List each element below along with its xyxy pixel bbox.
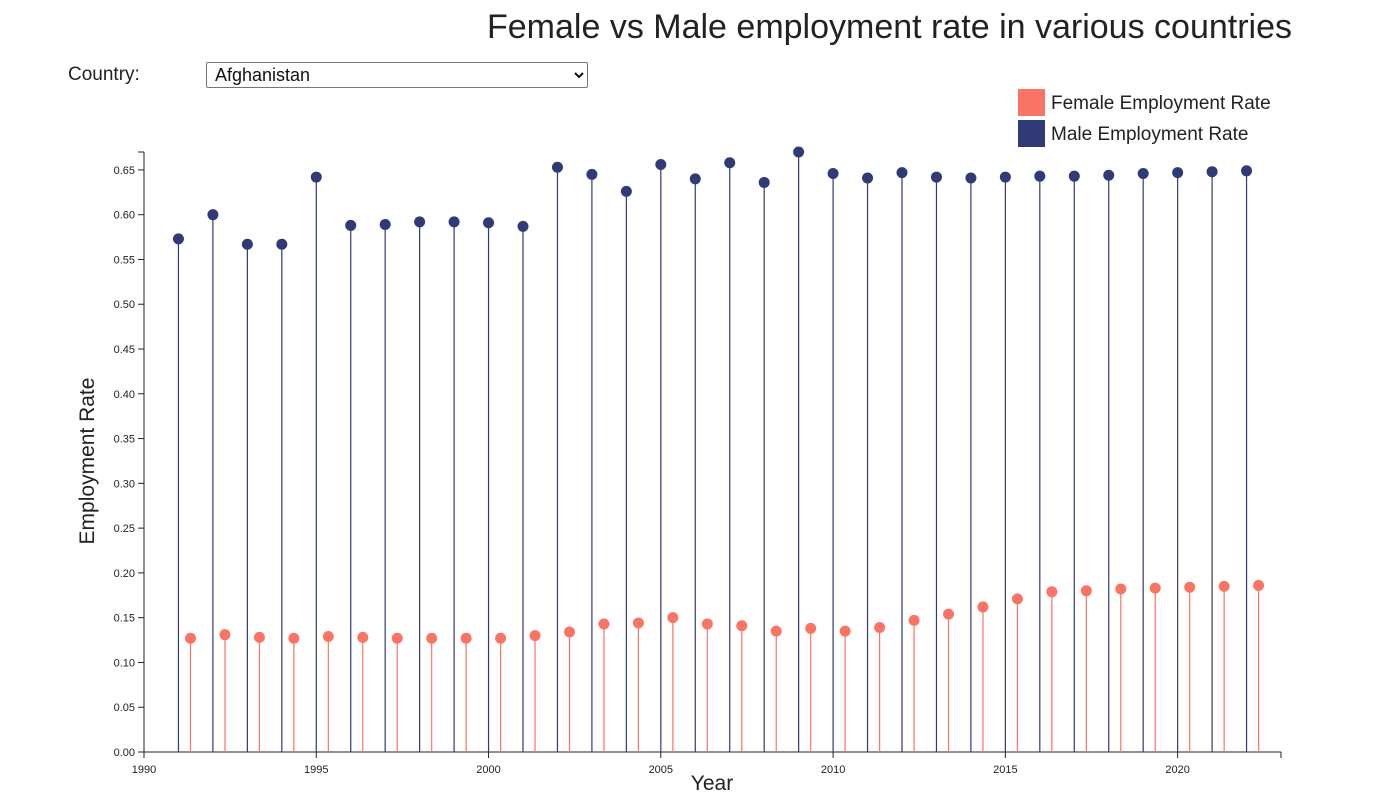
male-point: [310, 171, 322, 183]
male-point: [172, 233, 184, 245]
male-point: [586, 168, 598, 180]
x-tick-label: 2010: [821, 764, 845, 776]
male-point: [999, 171, 1011, 183]
male-point: [1172, 167, 1184, 179]
y-tick-label: 0.05: [114, 702, 135, 714]
female-point: [1253, 579, 1265, 591]
y-tick-label: 0.60: [114, 210, 135, 222]
male-point: [241, 238, 253, 250]
male-point: [655, 159, 667, 171]
male-legend-label: Male Employment Rate: [1051, 124, 1248, 145]
female-point: [1218, 580, 1230, 592]
female-point: [805, 622, 817, 634]
page-title: Female vs Male employment rate in variou…: [487, 8, 1292, 46]
female-point: [357, 631, 369, 643]
y-tick-label: 0.50: [114, 299, 135, 311]
female-point: [1011, 593, 1023, 605]
female-point: [564, 626, 576, 638]
y-tick-label: 0.40: [114, 389, 135, 401]
y-tick-label: 0.15: [114, 613, 135, 625]
female-point: [943, 608, 955, 620]
female-point: [736, 620, 748, 632]
female-point: [288, 632, 300, 644]
male-point: [1206, 166, 1218, 178]
male-point: [414, 216, 426, 228]
x-tick-label: 1995: [304, 764, 328, 776]
male-point: [551, 161, 563, 173]
female-point: [529, 630, 541, 642]
male-point: [517, 220, 529, 232]
female-point: [632, 617, 644, 629]
y-tick-label: 0.30: [114, 478, 135, 490]
male-point: [620, 185, 632, 197]
x-tick-label: 1990: [132, 764, 156, 776]
female-point: [391, 632, 403, 644]
female-point: [253, 631, 265, 643]
female-point: [185, 632, 197, 644]
y-tick-label: 0.20: [114, 568, 135, 580]
female-point: [770, 625, 782, 637]
female-point: [874, 622, 886, 634]
x-axis-label: Year: [691, 772, 733, 795]
male-point: [965, 172, 977, 184]
female-point: [1080, 585, 1092, 597]
male-point: [207, 209, 219, 221]
male-point: [724, 157, 736, 169]
female-point: [1149, 582, 1161, 594]
female-point: [322, 630, 334, 642]
female-point: [460, 632, 472, 644]
y-tick-label: 0.65: [114, 165, 135, 177]
female-point: [1184, 581, 1196, 593]
y-axis-label: Employment Rate: [76, 378, 99, 545]
male-legend-swatch: [1018, 120, 1045, 147]
male-point: [1241, 165, 1253, 177]
female-point: [1115, 583, 1127, 595]
male-point: [896, 167, 908, 179]
y-tick-label: 0.55: [114, 254, 135, 266]
y-tick-label: 0.35: [114, 434, 135, 446]
y-tick-label: 0.10: [114, 657, 135, 669]
y-tick-label: 0.45: [114, 344, 135, 356]
female-point: [701, 618, 713, 630]
x-tick-label: 2005: [649, 764, 673, 776]
male-point: [1137, 167, 1149, 179]
female-point: [598, 618, 610, 630]
country-label: Country:: [68, 64, 140, 85]
x-tick-label: 2015: [993, 764, 1017, 776]
male-point: [448, 216, 460, 228]
female-point: [839, 625, 851, 637]
x-tick-label: 2000: [476, 764, 500, 776]
male-point: [483, 217, 495, 229]
male-point: [689, 173, 701, 185]
male-point: [276, 238, 288, 250]
male-point: [862, 172, 874, 184]
y-tick-label: 0.25: [114, 523, 135, 535]
male-point: [379, 219, 391, 231]
male-point: [1034, 170, 1046, 182]
male-point: [345, 219, 357, 231]
female-point: [495, 632, 507, 644]
female-point: [977, 601, 989, 613]
male-point: [758, 176, 770, 188]
female-point: [667, 612, 679, 624]
x-tick-label: 2020: [1165, 764, 1189, 776]
female-legend-label: Female Employment Rate: [1051, 93, 1271, 114]
male-point: [827, 167, 839, 179]
male-point: [1068, 170, 1080, 182]
country-select[interactable]: Afghanistan: [206, 62, 588, 88]
male-point: [930, 171, 942, 183]
female-point: [219, 629, 231, 641]
male-point: [1103, 169, 1115, 181]
male-point: [793, 146, 805, 158]
female-legend-swatch: [1018, 89, 1045, 116]
female-point: [426, 632, 438, 644]
female-point: [1046, 586, 1058, 598]
female-point: [908, 614, 920, 626]
y-tick-label: 0.00: [114, 747, 135, 759]
